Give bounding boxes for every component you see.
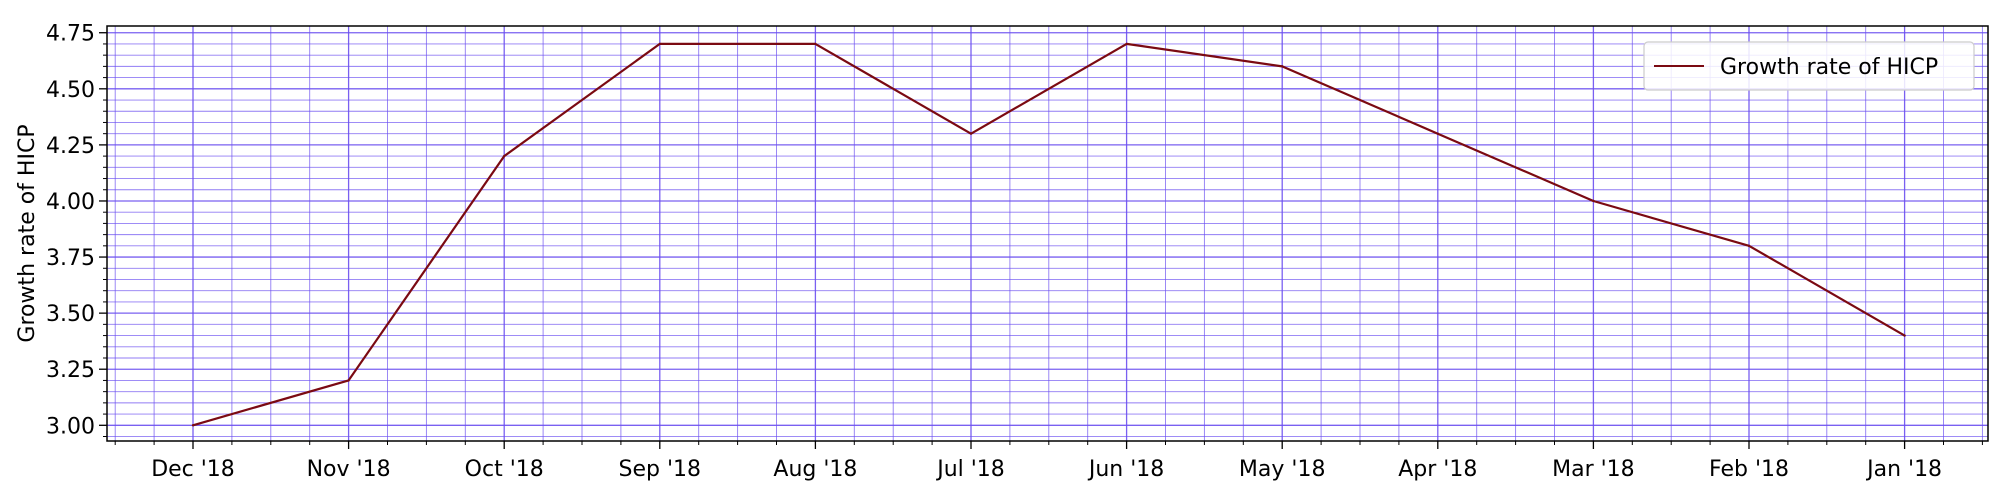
legend-label: Growth rate of HICP <box>1720 55 1938 80</box>
x-tick-label: Aug '18 <box>773 457 857 482</box>
x-tick-label: Jul '18 <box>935 457 1005 482</box>
data-point <box>1436 132 1440 135</box>
data-point <box>1903 334 1906 337</box>
legend-box <box>1643 41 1975 91</box>
x-tick-label: Mar '18 <box>1552 457 1635 482</box>
y-tick-label: 4.00 <box>46 190 95 215</box>
x-tick-label: Dec '18 <box>151 457 235 482</box>
x-tick-label: Apr '18 <box>1398 457 1477 482</box>
x-tick-label: Feb '18 <box>1709 457 1789 482</box>
y-tick-label: 3.75 <box>46 246 95 271</box>
x-tick-label: Jun '18 <box>1087 457 1164 482</box>
data-point <box>814 42 817 46</box>
data-point <box>1281 65 1284 68</box>
series-line <box>192 42 1906 427</box>
ticks-layer: Dec '18 Nov '18 Oct '18 Sep '18 Aug '18 Jul '… <box>46 22 1983 482</box>
x-tick-label: Oct '18 <box>465 457 544 482</box>
data-point <box>969 132 973 135</box>
y-tick-label: 3.25 <box>46 358 95 383</box>
grid-layer <box>107 26 1988 441</box>
x-tick-label: May '18 <box>1239 457 1326 482</box>
legend: Growth rate of HICP <box>1643 41 1975 91</box>
data-point <box>1125 42 1128 46</box>
y-tick-label: 3.00 <box>46 414 95 439</box>
series-layer <box>191 42 1906 427</box>
data-point <box>658 42 661 46</box>
y-tick-label: 4.50 <box>46 78 95 103</box>
x-tick-label: Nov '18 <box>307 457 391 482</box>
data-point <box>503 154 506 158</box>
y-tick-label: 4.25 <box>46 134 95 159</box>
y-tick-label: 4.75 <box>46 22 95 47</box>
x-tick-label: Jan '18 <box>1865 457 1942 482</box>
x-tick-label: Sep '18 <box>619 457 702 482</box>
data-point <box>347 379 350 382</box>
y-tick-label: 3.50 <box>46 302 95 327</box>
plot-frame <box>106 25 1989 442</box>
data-point <box>191 424 195 427</box>
y-axis-label: Growth rate of HICP <box>15 124 40 342</box>
data-point <box>1747 244 1751 248</box>
data-point <box>1592 199 1595 203</box>
